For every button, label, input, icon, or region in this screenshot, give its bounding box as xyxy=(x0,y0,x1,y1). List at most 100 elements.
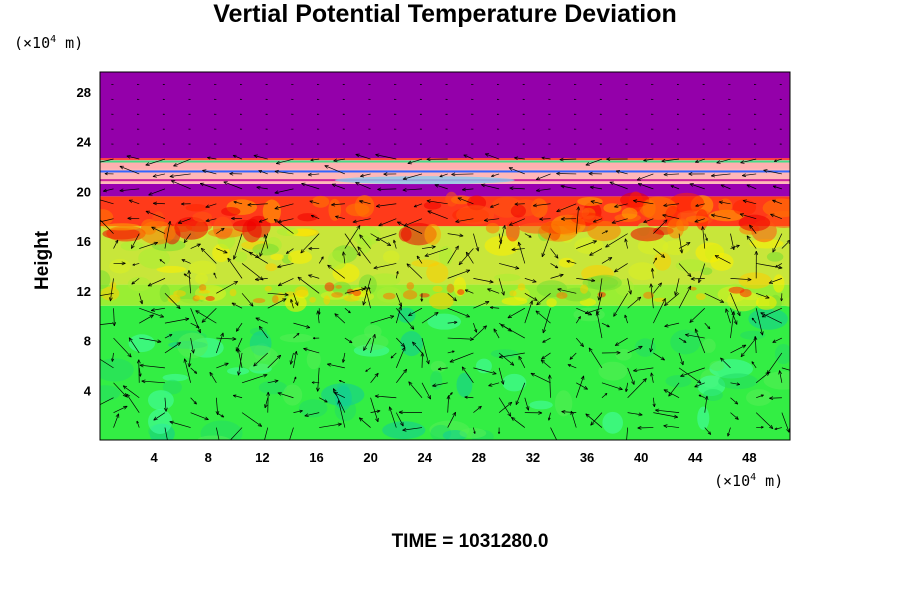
wind-vector-head xyxy=(162,128,164,130)
wind-vector xyxy=(575,206,579,234)
wind-vector xyxy=(216,332,224,354)
wind-vector-head xyxy=(613,268,619,273)
wind-vector-head xyxy=(239,128,241,130)
wind-vector xyxy=(515,382,526,405)
wind-vector-head xyxy=(368,98,370,100)
wind-vector-head xyxy=(227,257,232,263)
wind-vector xyxy=(339,380,346,384)
wind-vector xyxy=(375,395,397,399)
wind-vector-head xyxy=(458,260,463,266)
spot-blob xyxy=(264,285,272,292)
wind-vector-head xyxy=(253,362,258,367)
wind-vector xyxy=(334,313,346,324)
wind-vector xyxy=(255,317,268,324)
wind-vector-head xyxy=(408,312,413,317)
wind-vector-head xyxy=(439,174,443,178)
wind-vector-head xyxy=(412,341,417,346)
spot-blob xyxy=(457,289,465,296)
wind-vector xyxy=(576,278,596,282)
wind-vector xyxy=(100,292,114,296)
wind-vector xyxy=(742,173,757,176)
wind-vector-head xyxy=(188,83,190,86)
wind-vector xyxy=(304,412,320,417)
wind-vector-head xyxy=(393,239,397,244)
wind-vector-head xyxy=(536,301,541,306)
wind-vector-head xyxy=(507,314,512,319)
spot-blob xyxy=(324,282,335,292)
wind-vector-head xyxy=(451,172,456,177)
wind-vector xyxy=(627,367,635,385)
wind-vector-head xyxy=(731,245,735,250)
wind-vector xyxy=(488,382,500,387)
wind-vector xyxy=(560,185,577,190)
wind-vector xyxy=(258,325,269,339)
wind-vector-head xyxy=(643,158,647,162)
lower-blob xyxy=(475,358,492,374)
wind-vector-head xyxy=(710,173,716,178)
wind-vector-head xyxy=(560,217,565,221)
wind-vector-head xyxy=(257,422,263,427)
wind-vector-head xyxy=(419,128,421,130)
wind-vector-head xyxy=(687,272,692,278)
wind-vector xyxy=(530,372,551,384)
wind-vector-head xyxy=(137,83,139,86)
wind-vector-head xyxy=(566,260,571,264)
wind-vector xyxy=(357,246,371,264)
wind-vector-head xyxy=(291,83,293,86)
wind-vector xyxy=(131,233,140,249)
wind-vector-head xyxy=(232,394,237,398)
lower-blob xyxy=(763,371,790,390)
wind-vector-head xyxy=(502,225,506,230)
wind-vector-head xyxy=(525,406,530,411)
wind-vector-head xyxy=(772,339,777,343)
wind-vector-head xyxy=(337,422,342,427)
wind-vector-head xyxy=(663,424,668,428)
wind-vector xyxy=(730,412,739,420)
wind-vector-head xyxy=(733,320,738,325)
wind-vector-head xyxy=(229,171,234,176)
wind-vector-head xyxy=(291,98,293,100)
wind-vector-head xyxy=(207,156,211,160)
wind-vector-head xyxy=(119,165,124,170)
wind-vector xyxy=(408,381,423,398)
wind-vector xyxy=(164,427,168,440)
wind-vector-head xyxy=(153,241,158,246)
wind-vector-head xyxy=(181,259,186,263)
wind-vector xyxy=(200,247,217,264)
wind-vector xyxy=(473,301,490,309)
wind-vector-head xyxy=(589,252,594,256)
wind-vector xyxy=(338,400,346,428)
wind-vector-head xyxy=(680,373,685,377)
x-tick-label-3: 16 xyxy=(309,450,323,465)
wind-vector-head xyxy=(536,188,541,193)
wind-vector-head xyxy=(177,220,183,224)
wind-vector xyxy=(690,278,705,280)
wind-vector-head xyxy=(265,83,267,86)
wind-vector-head xyxy=(419,113,421,115)
wind-vector-head xyxy=(492,371,497,375)
mid-blob xyxy=(501,297,528,306)
wind-vector xyxy=(164,318,190,324)
wind-vector-head xyxy=(394,98,396,100)
wind-vector xyxy=(259,233,269,257)
wind-vector-head xyxy=(388,406,393,411)
wind-vector xyxy=(128,199,140,205)
wind-vector xyxy=(653,412,678,418)
wind-vector-head xyxy=(769,396,774,401)
wind-vector xyxy=(653,352,665,361)
wind-vector xyxy=(561,411,577,413)
wind-vector xyxy=(355,182,371,190)
wind-vector xyxy=(216,362,229,369)
wind-vector-head xyxy=(662,298,666,303)
wind-vector-head xyxy=(137,98,139,100)
wind-vector-head xyxy=(578,316,581,320)
wind-vector xyxy=(303,348,320,354)
wind-vector xyxy=(498,225,506,249)
wind-vector-head xyxy=(226,441,230,445)
wind-vector xyxy=(235,337,243,352)
wind-vector-head xyxy=(541,156,545,160)
wind-vector-head xyxy=(320,256,324,260)
x-tick-label-2: 12 xyxy=(255,450,269,465)
wind-vector-head xyxy=(434,312,439,316)
wind-vector xyxy=(190,412,209,420)
